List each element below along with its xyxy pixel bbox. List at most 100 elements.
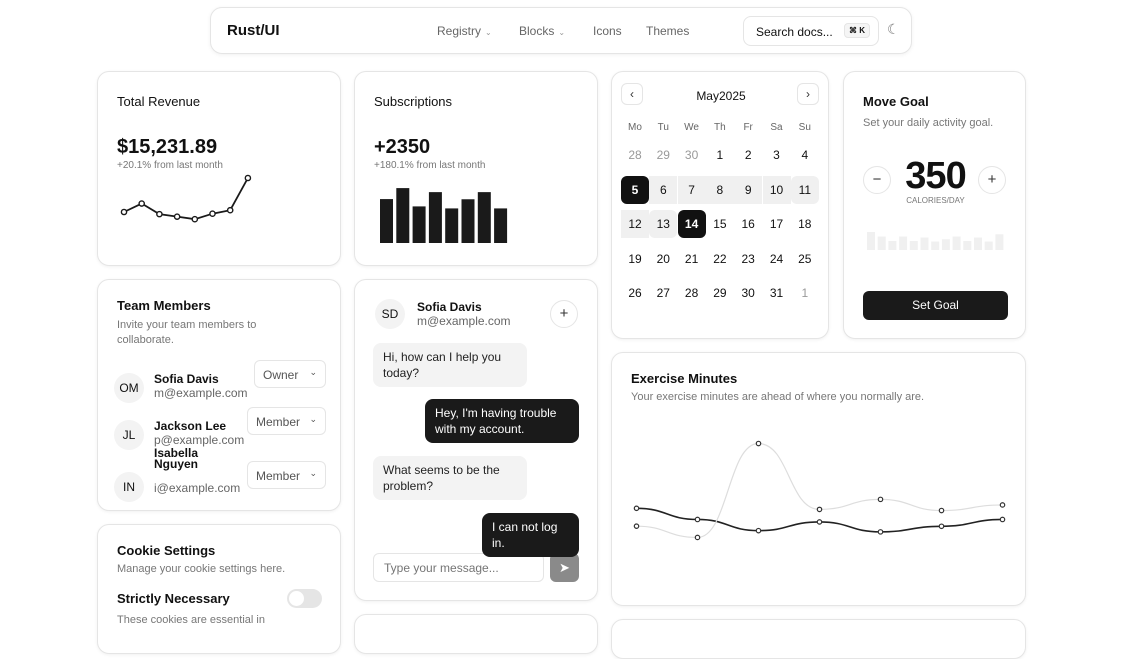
- calendar-day[interactable]: 24: [769, 251, 784, 266]
- subscription-bar: [445, 208, 459, 243]
- calendar-day[interactable]: 13: [649, 210, 678, 239]
- nav-registry[interactable]: Registry ⌄: [437, 24, 492, 38]
- goal-bar-chart: [867, 232, 1004, 250]
- calendar-day[interactable]: 27: [656, 286, 670, 301]
- next-month-button[interactable]: ›: [797, 83, 819, 105]
- revenue-line-chart: [120, 174, 252, 223]
- calendar-day[interactable]: 10: [762, 175, 791, 204]
- exercise-point: [816, 519, 823, 525]
- message-input[interactable]: [373, 553, 544, 582]
- set-goal-button[interactable]: Set Goal: [863, 291, 1008, 320]
- calendar-day[interactable]: 28: [684, 286, 699, 301]
- nav-themes[interactable]: Themes: [646, 24, 690, 38]
- calendar-day[interactable]: 9: [734, 175, 763, 204]
- calendar-day[interactable]: 2: [744, 148, 752, 162]
- card-title: Exercise Minutes: [631, 371, 738, 386]
- subscriptions-change: +180.1% from last month: [374, 160, 486, 171]
- decrease-button[interactable]: −: [863, 166, 891, 194]
- goal-bar: [909, 241, 918, 250]
- user-message: I can not log in.: [482, 513, 579, 557]
- total-revenue-card: Total Revenue $15,231.89 +20.1% from las…: [97, 71, 341, 266]
- calendar-day[interactable]: 18: [798, 217, 812, 232]
- calendar-day[interactable]: 11: [790, 175, 819, 204]
- calendar-day[interactable]: 1: [716, 148, 724, 162]
- calendar-day[interactable]: 28: [628, 148, 642, 162]
- weekday-label: Tu: [657, 122, 669, 133]
- chevron-down-icon: ⌄: [558, 28, 566, 37]
- calendar-day[interactable]: 29: [656, 148, 670, 162]
- chat-card: SD Sofia Davis m@example.com + ➤ Hi, how…: [354, 279, 598, 601]
- calendar-day[interactable]: 5: [621, 175, 649, 204]
- new-chat-button[interactable]: +: [550, 300, 578, 328]
- calendar-day[interactable]: 31: [769, 286, 784, 301]
- calendar-day[interactable]: 25: [798, 251, 812, 266]
- search-label: Search docs...: [756, 25, 833, 39]
- nav-icons[interactable]: Icons: [593, 24, 622, 38]
- chevron-down-icon: ⌄: [309, 367, 317, 377]
- calendar-day[interactable]: 1: [801, 286, 809, 301]
- calendar-day[interactable]: 29: [713, 286, 727, 301]
- moon-icon[interactable]: ☾: [887, 21, 900, 37]
- calendar-day[interactable]: 22: [713, 251, 727, 266]
- role-select[interactable]: Owner ⌄: [254, 360, 326, 388]
- move-goal-card: Move Goal Set your daily activity goal. …: [843, 71, 1026, 339]
- goal-bar: [963, 241, 972, 250]
- contact-name: Sofia Davis: [417, 300, 482, 314]
- calendar-day[interactable]: 26: [628, 286, 642, 301]
- role-select[interactable]: Member ⌄: [247, 461, 326, 489]
- calendar-day[interactable]: 23: [741, 251, 755, 266]
- nav-blocks-label: Blocks: [519, 24, 555, 38]
- increase-button[interactable]: +: [978, 166, 1006, 194]
- team-members-card: Team Members Invite your team members to…: [97, 279, 341, 511]
- exercise-minutes-card: Exercise Minutes Your exercise minutes a…: [611, 352, 1026, 606]
- next-card: [354, 614, 598, 654]
- revenue-value: $15,231.89: [117, 136, 218, 158]
- calendar-day[interactable]: 14: [677, 210, 706, 239]
- goal-bar: [920, 237, 929, 250]
- exercise-point: [633, 523, 640, 529]
- calendar-day[interactable]: 7: [677, 175, 706, 204]
- role-select[interactable]: Member ⌄: [247, 407, 326, 435]
- top-navbar: Rust/UI Registry ⌄ Blocks ⌄ Icons Themes S…: [210, 7, 912, 54]
- exercise-point: [755, 527, 762, 534]
- calendar-day[interactable]: 16: [741, 217, 755, 232]
- user-message: Hey, I'm having trouble with my account.: [425, 399, 579, 443]
- exercise-point: [633, 505, 640, 512]
- calendar-day[interactable]: 30: [741, 286, 755, 301]
- calendar-day[interactable]: 20: [656, 251, 670, 266]
- subscription-bar: [412, 206, 426, 243]
- goal-bar: [931, 241, 940, 250]
- calendar-day[interactable]: 6: [649, 175, 678, 204]
- revenue-point: [138, 200, 146, 207]
- member-email: p@example.com: [154, 433, 245, 447]
- goal-value: 350: [905, 155, 966, 197]
- exercise-line-chart: [633, 440, 1006, 541]
- send-icon[interactable]: ➤: [550, 553, 579, 582]
- subscription-bar: [380, 199, 393, 243]
- nav-blocks[interactable]: Blocks ⌄: [519, 24, 565, 38]
- calendar-day[interactable]: 4: [801, 148, 809, 162]
- calendar-day[interactable]: 30: [684, 148, 699, 162]
- exercise-point: [816, 506, 823, 513]
- calendar-day[interactable]: 21: [684, 251, 699, 266]
- revenue-point: [191, 215, 199, 223]
- calendar-day[interactable]: 19: [628, 251, 642, 266]
- subscription-bar: [494, 208, 508, 243]
- calendar-day[interactable]: 12: [621, 210, 649, 239]
- calendar-day[interactable]: 15: [713, 217, 727, 232]
- calendar-day[interactable]: 17: [769, 217, 784, 232]
- calendar-day[interactable]: 8: [705, 175, 734, 204]
- search-docs-button[interactable]: Search docs... ⌘ K: [743, 16, 879, 46]
- goal-bar: [995, 234, 1004, 250]
- exercise-point: [694, 534, 701, 541]
- card-description: Set your daily activity goal.: [863, 117, 994, 129]
- brand-logo[interactable]: Rust/UI: [227, 22, 280, 39]
- agent-message: Hi, how can I help you today?: [373, 343, 527, 387]
- weekday-label: Fr: [743, 122, 753, 133]
- prev-month-button[interactable]: ‹: [621, 83, 643, 105]
- exercise-point: [938, 507, 945, 514]
- strictly-necessary-toggle[interactable]: [287, 589, 322, 608]
- card-description: Manage your cookie settings here.: [117, 563, 286, 575]
- goal-bar: [941, 239, 950, 250]
- calendar-day[interactable]: 3: [773, 148, 780, 162]
